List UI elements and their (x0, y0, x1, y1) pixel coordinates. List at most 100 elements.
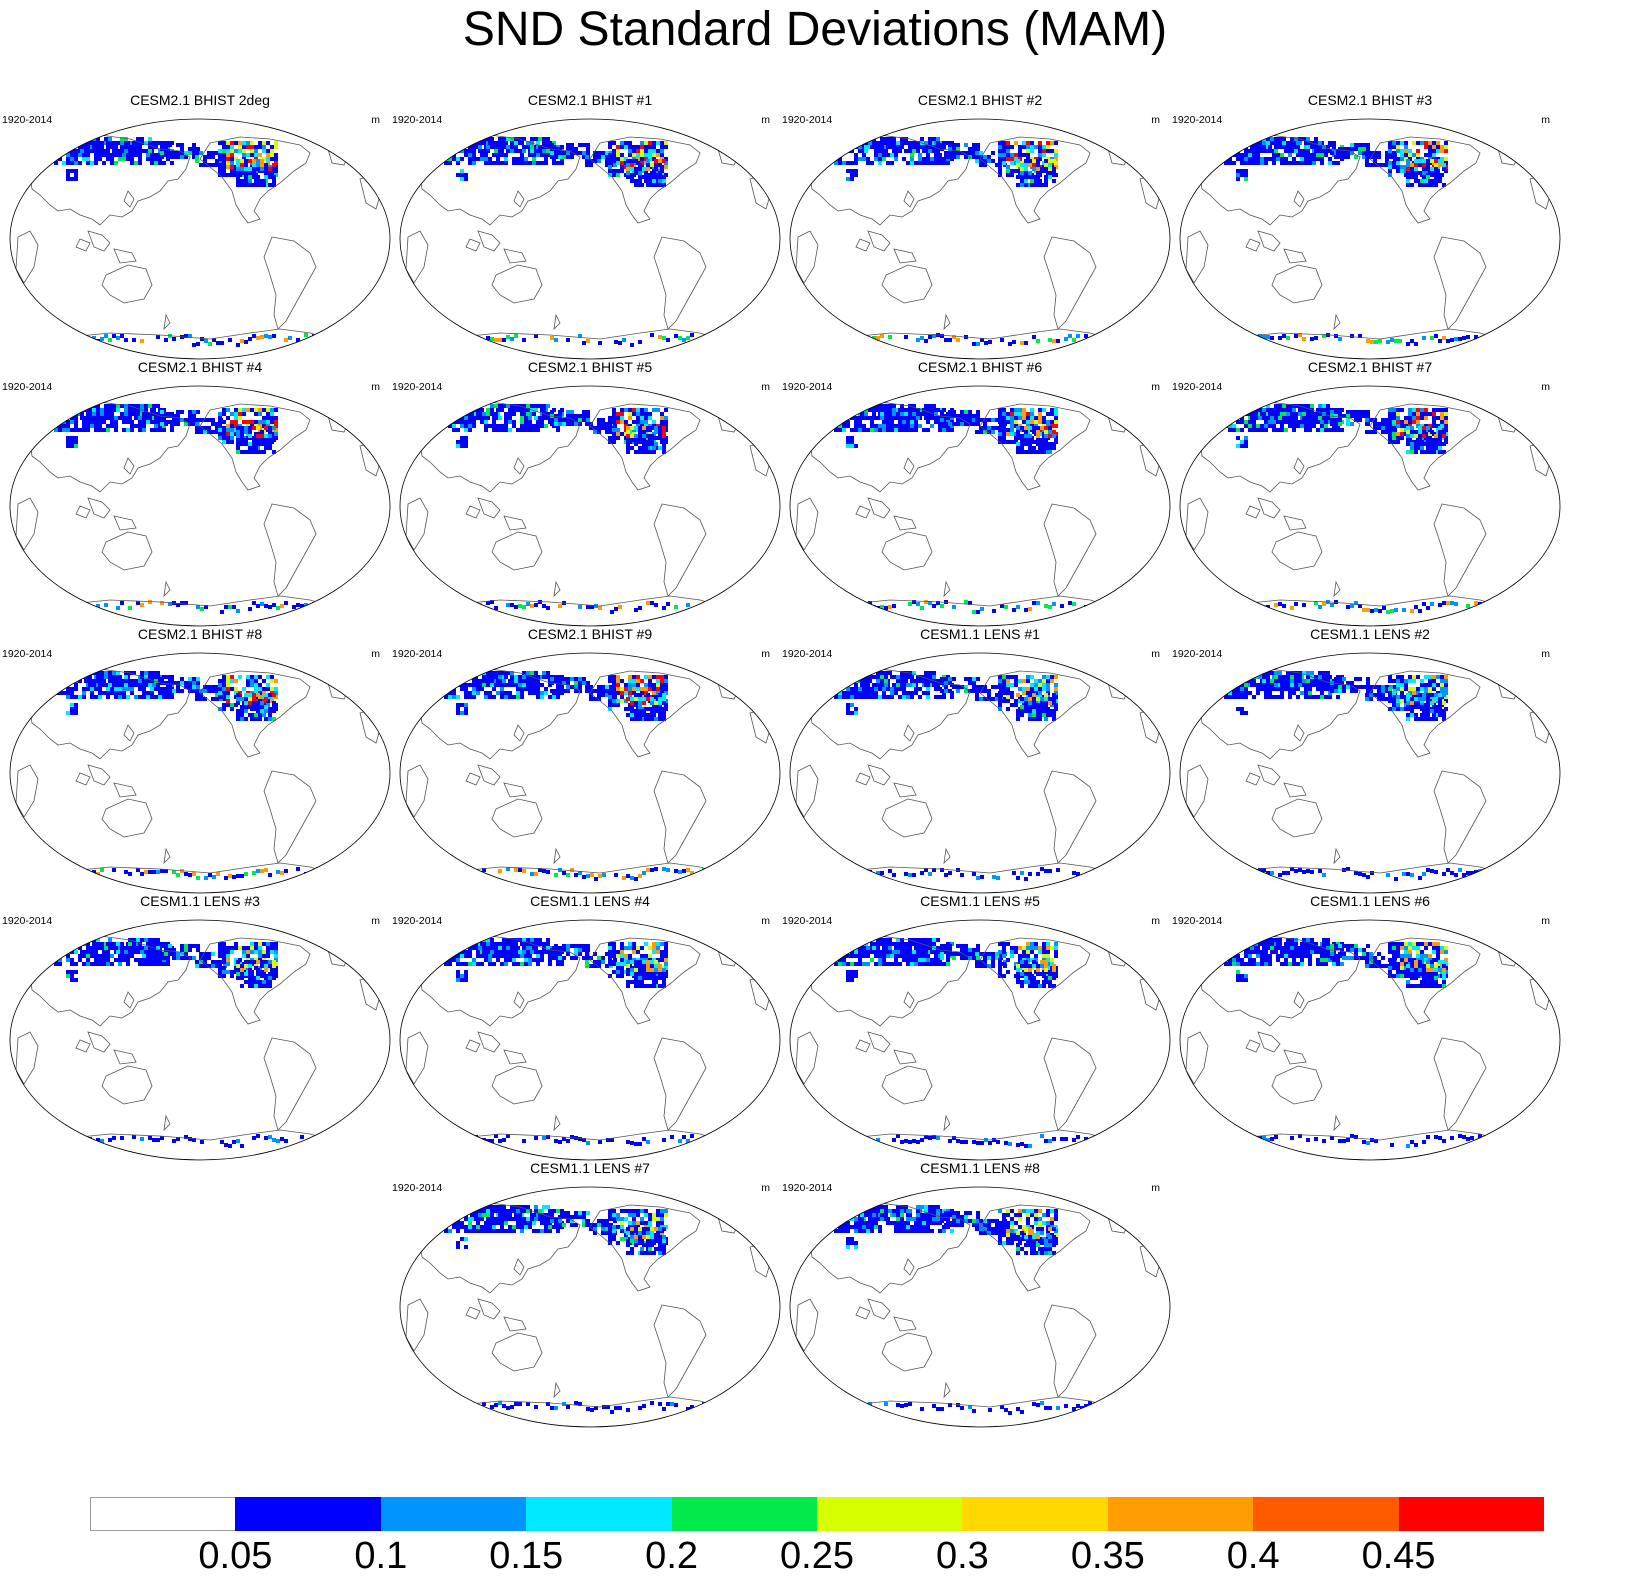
panel-title: CESM2.1 BHIST #1 (527, 92, 653, 108)
world-map (399, 652, 781, 894)
panel-units-label: m (761, 648, 770, 660)
panel-units-label: m (1541, 381, 1550, 393)
colorbar-tick-label: 0.3 (935, 1535, 989, 1577)
panel-units-label: m (371, 381, 380, 393)
colorbar-tick-label: 0.05 (198, 1535, 273, 1577)
map-panel: CESM1.1 LENS #6 1920-2014 m (1170, 893, 1570, 1165)
panel-units-label: m (1151, 381, 1160, 393)
panel-title: CESM1.1 LENS #1 (920, 626, 1040, 642)
colorbar-swatch (671, 1497, 818, 1531)
panel-period-label: 1920-2014 (2, 114, 53, 126)
panel-period-label: 1920-2014 (1172, 114, 1223, 126)
panel-units-label: m (761, 1182, 770, 1194)
map-panel: CESM2.1 BHIST #1 1920-2014 m (390, 92, 790, 364)
world-map (9, 919, 391, 1161)
panel-title: CESM1.1 LENS #4 (530, 893, 650, 909)
panel-units-label: m (1151, 915, 1160, 927)
panel-period-label: 1920-2014 (1172, 915, 1223, 927)
colorbar: 0.05 0.1 0.15 0.2 0.25 0.3 0.35 0.4 0.45 (90, 1497, 1545, 1581)
colorbar-swatch (235, 1497, 382, 1531)
panel-units-label: m (1541, 114, 1550, 126)
panel-period-label: 1920-2014 (782, 648, 833, 660)
map-panel: CESM1.1 LENS #7 1920-2014 m (390, 1160, 790, 1432)
world-map (789, 385, 1171, 627)
panel-period-label: 1920-2014 (392, 648, 443, 660)
panel-units-label: m (761, 381, 770, 393)
panel-title: CESM1.1 LENS #5 (920, 893, 1040, 909)
panel-period-label: 1920-2014 (392, 915, 443, 927)
map-panel: CESM2.1 BHIST 2deg 1920-2014 m (0, 92, 400, 364)
panel-title: CESM2.1 BHIST #3 (1307, 92, 1433, 108)
world-map (1179, 118, 1561, 360)
world-map (399, 1186, 781, 1428)
panel-title: CESM2.1 BHIST #7 (1307, 359, 1433, 375)
world-map (789, 919, 1171, 1161)
panel-period-label: 1920-2014 (1172, 381, 1223, 393)
map-panel: CESM2.1 BHIST #6 1920-2014 m (780, 359, 1180, 631)
map-panel: CESM2.1 BHIST #3 1920-2014 m (1170, 92, 1570, 364)
world-map (399, 118, 781, 360)
map-panel: CESM2.1 BHIST #9 1920-2014 m (390, 626, 790, 898)
colorbar-tick-label: 0.1 (354, 1535, 408, 1577)
map-panel: CESM2.1 BHIST #2 1920-2014 m (780, 92, 1180, 364)
world-map (1179, 385, 1561, 627)
panel-title: CESM2.1 BHIST #8 (137, 626, 263, 642)
panel-period-label: 1920-2014 (392, 114, 443, 126)
map-panel: CESM1.1 LENS #8 1920-2014 m (780, 1160, 1180, 1432)
panel-units-label: m (761, 114, 770, 126)
panel-title: CESM1.1 LENS #6 (1310, 893, 1430, 909)
panel-title: CESM2.1 BHIST #2 (917, 92, 1043, 108)
colorbar-swatch (526, 1497, 673, 1531)
world-map (399, 385, 781, 627)
map-panel: CESM1.1 LENS #2 1920-2014 m (1170, 626, 1570, 898)
colorbar-tick-label: 0.4 (1226, 1535, 1280, 1577)
world-map (1179, 652, 1561, 894)
colorbar-tick-label: 0.35 (1070, 1535, 1145, 1577)
panel-units-label: m (371, 648, 380, 660)
panel-title: CESM1.1 LENS #7 (530, 1160, 650, 1176)
panel-title: CESM2.1 BHIST #4 (137, 359, 263, 375)
panel-units-label: m (371, 915, 380, 927)
world-map (399, 919, 781, 1161)
panel-title: CESM2.1 BHIST #6 (917, 359, 1043, 375)
panel-period-label: 1920-2014 (392, 381, 443, 393)
world-map (9, 385, 391, 627)
world-map (789, 652, 1171, 894)
panel-title: CESM2.1 BHIST #9 (527, 626, 653, 642)
colorbar-swatch (962, 1497, 1109, 1531)
world-map (789, 1186, 1171, 1428)
panel-period-label: 1920-2014 (2, 381, 53, 393)
world-map (789, 118, 1171, 360)
panel-period-label: 1920-2014 (392, 1182, 443, 1194)
colorbar-swatch (1107, 1497, 1254, 1531)
map-panel: CESM2.1 BHIST #7 1920-2014 m (1170, 359, 1570, 631)
panel-units-label: m (1151, 114, 1160, 126)
colorbar-tick-label: 0.2 (645, 1535, 699, 1577)
panel-period-label: 1920-2014 (782, 114, 833, 126)
panel-units-label: m (1541, 915, 1550, 927)
panel-units-label: m (761, 915, 770, 927)
panel-title: CESM2.1 BHIST #5 (527, 359, 653, 375)
map-panel: CESM1.1 LENS #5 1920-2014 m (780, 893, 1180, 1165)
panel-title: CESM1.1 LENS #2 (1310, 626, 1430, 642)
panel-units-label: m (1151, 1182, 1160, 1194)
colorbar-tick-label: 0.45 (1361, 1535, 1436, 1577)
colorbar-tick-label: 0.15 (489, 1535, 564, 1577)
panel-period-label: 1920-2014 (2, 915, 53, 927)
map-panel: CESM2.1 BHIST #8 1920-2014 m (0, 626, 400, 898)
figure-title: SND Standard Deviations (MAM) (462, 3, 1168, 56)
panel-units-label: m (1541, 648, 1550, 660)
panel-units-label: m (371, 114, 380, 126)
panel-units-label: m (1151, 648, 1160, 660)
panel-title: CESM1.1 LENS #8 (920, 1160, 1040, 1176)
world-map (9, 118, 391, 360)
map-panel: CESM1.1 LENS #3 1920-2014 m (0, 893, 400, 1165)
panel-title: CESM2.1 BHIST 2deg (130, 92, 270, 108)
panel-period-label: 1920-2014 (782, 381, 833, 393)
panel-period-label: 1920-2014 (2, 648, 53, 660)
map-panel: CESM2.1 BHIST #4 1920-2014 m (0, 359, 400, 631)
colorbar-swatch (1398, 1497, 1545, 1531)
colorbar-swatch (1253, 1497, 1400, 1531)
colorbar-swatch (90, 1497, 236, 1531)
colorbar-swatch (380, 1497, 527, 1531)
